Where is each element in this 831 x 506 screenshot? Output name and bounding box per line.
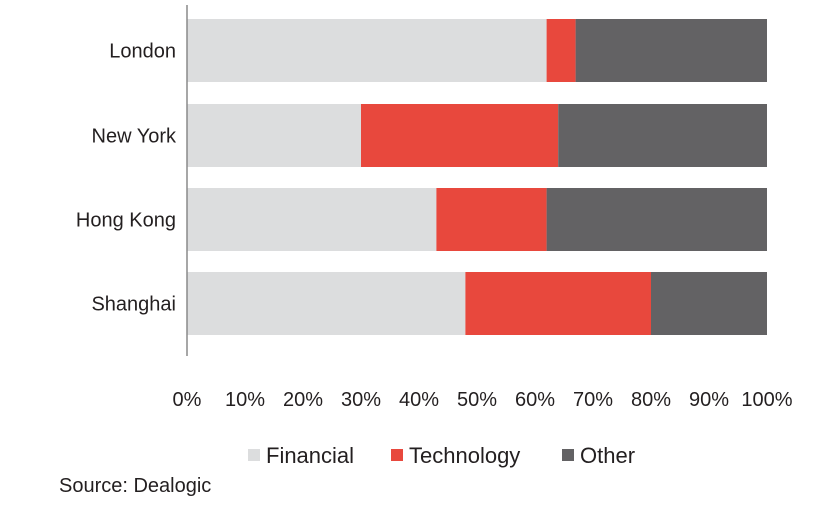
x-tick-label-2: 20% bbox=[283, 389, 323, 411]
bar-other-new-york bbox=[558, 104, 767, 167]
x-tick-label-4: 40% bbox=[399, 389, 439, 411]
bar-financial-shanghai bbox=[187, 272, 466, 335]
x-tick-label-0: 0% bbox=[173, 389, 202, 411]
legend-swatch-financial bbox=[248, 449, 260, 461]
bar-financial-hong-kong bbox=[187, 188, 437, 251]
legend-label-technology: Technology bbox=[409, 443, 520, 468]
x-tick-label-5: 50% bbox=[457, 389, 497, 411]
x-tick-label-9: 90% bbox=[689, 389, 729, 411]
bar-other-hong-kong bbox=[546, 188, 767, 251]
x-tick-label-3: 30% bbox=[341, 389, 381, 411]
legend-swatch-technology bbox=[391, 449, 403, 461]
category-label-london: London bbox=[109, 41, 176, 63]
bar-technology-shanghai bbox=[465, 272, 651, 335]
bar-technology-new-york bbox=[361, 104, 559, 167]
legend-swatch-other bbox=[562, 449, 574, 461]
bar-other-london bbox=[575, 19, 767, 82]
stacked-bar-chart: London New York Hong Kong Shanghai 0% 10% 20% 3… bbox=[76, 5, 793, 468]
x-tick-label-7: 70% bbox=[573, 389, 613, 411]
legend-label-financial: Financial bbox=[266, 443, 354, 468]
category-label-shanghai: Shanghai bbox=[91, 294, 176, 316]
bar-other-shanghai bbox=[651, 272, 767, 335]
category-label-new-york: New York bbox=[92, 126, 177, 148]
x-tick-label-10: 100% bbox=[741, 389, 792, 411]
legend-label-other: Other bbox=[580, 443, 635, 468]
bar-technology-london bbox=[546, 19, 576, 82]
bar-financial-london bbox=[187, 19, 547, 82]
bar-financial-new-york bbox=[187, 104, 361, 167]
x-tick-label-8: 80% bbox=[631, 389, 671, 411]
category-label-hong-kong: Hong Kong bbox=[76, 210, 176, 232]
x-tick-label-1: 10% bbox=[225, 389, 265, 411]
bar-technology-hong-kong bbox=[436, 188, 547, 251]
source-note: Source: Dealogic bbox=[59, 475, 212, 497]
x-tick-label-6: 60% bbox=[515, 389, 555, 411]
